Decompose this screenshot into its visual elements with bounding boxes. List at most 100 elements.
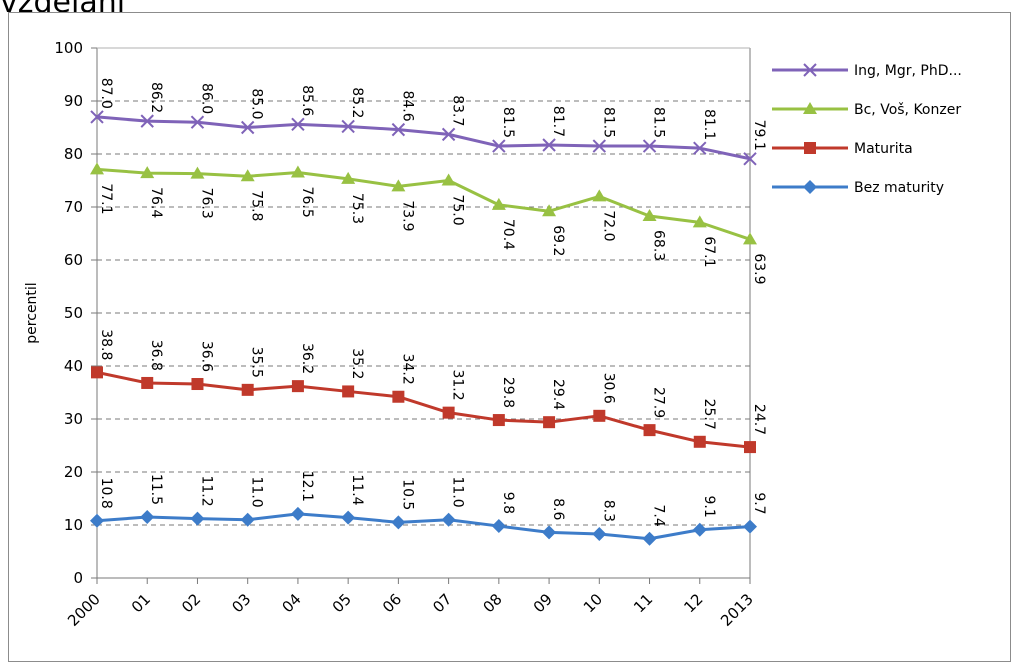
legend-label: Bc, Voš, Konzer xyxy=(854,102,961,118)
legend-item: Ing, Mgr, PhD... xyxy=(772,63,962,79)
legend-item: Maturita xyxy=(772,141,913,157)
x-marker-stroke xyxy=(341,119,355,134)
x-marker-stroke xyxy=(240,120,255,135)
data-label: 69.2 xyxy=(550,225,566,256)
x-marker xyxy=(542,138,556,152)
data-label: 12.1 xyxy=(299,471,315,502)
data-label: 36.8 xyxy=(148,340,164,371)
x-marker xyxy=(140,114,154,128)
x-marker xyxy=(803,63,817,77)
square-marker xyxy=(291,380,304,393)
data-label: 77.1 xyxy=(98,183,114,214)
data-label: 81.1 xyxy=(701,109,717,140)
data-label: 86.2 xyxy=(148,82,164,113)
data-label: 67.1 xyxy=(701,236,717,267)
series-ing-mgr-phd: 87.0 86.2 86.0 85.0 85.6 85.2 84.6 83.7 81.5 81.7… xyxy=(90,78,767,166)
x-marker-stroke xyxy=(190,115,205,129)
data-label: 76.5 xyxy=(299,187,315,218)
data-label: 34.2 xyxy=(399,354,415,385)
data-label: 35.2 xyxy=(349,348,365,379)
diamond-marker xyxy=(491,519,506,534)
data-label: 36.6 xyxy=(198,341,214,372)
x-tick-label: 04 xyxy=(279,590,305,616)
square-marker xyxy=(442,406,455,419)
legend-label: Maturita xyxy=(854,141,913,157)
x-tick-label: 12 xyxy=(680,590,706,616)
data-label: 86.0 xyxy=(198,83,214,114)
diamond-marker xyxy=(391,515,406,530)
x-marker-stroke xyxy=(642,139,657,153)
data-label: 11.2 xyxy=(198,475,214,506)
x-marker-stroke xyxy=(743,152,757,166)
chart-frame xyxy=(8,12,1011,662)
y-tick-label: 30 xyxy=(64,410,83,428)
square-marker xyxy=(191,378,204,391)
data-label: 68.3 xyxy=(651,230,667,261)
triangle-marker xyxy=(290,165,305,178)
x-marker xyxy=(592,139,607,153)
data-label: 10.5 xyxy=(399,479,415,510)
triangle-marker xyxy=(240,169,255,182)
square-marker xyxy=(744,441,756,454)
data-label: 11.5 xyxy=(148,474,164,505)
data-label: 81.5 xyxy=(500,107,516,138)
data-label: 63.9 xyxy=(751,253,767,284)
data-label: 75.3 xyxy=(349,193,365,224)
data-label: 9.1 xyxy=(701,496,717,518)
square-marker xyxy=(241,383,254,396)
y-tick-label: 40 xyxy=(64,357,83,375)
diamond-marker xyxy=(542,525,557,540)
square-marker xyxy=(643,424,656,437)
triangle-marker xyxy=(592,189,607,202)
x-marker-stroke xyxy=(140,114,154,128)
data-label: 9.8 xyxy=(500,492,516,514)
triangle-marker xyxy=(692,215,707,228)
x-tick-label: 01 xyxy=(128,590,154,616)
triangle-marker xyxy=(803,102,817,114)
diamond-marker xyxy=(341,510,356,525)
data-label: 75.0 xyxy=(450,195,466,226)
square-marker xyxy=(91,366,103,379)
y-tick-label: 90 xyxy=(64,92,83,110)
square-marker xyxy=(342,385,355,398)
y-tick-label: 70 xyxy=(64,198,83,216)
y-tick-label: 60 xyxy=(64,251,83,269)
triangle-marker xyxy=(190,166,205,179)
x-tick-label: 2000 xyxy=(64,590,104,630)
y-tick-label: 80 xyxy=(64,145,83,163)
data-label: 85.2 xyxy=(349,87,365,118)
triangle-marker xyxy=(90,162,104,175)
data-label: 7.4 xyxy=(651,505,667,527)
data-label: 10.8 xyxy=(98,478,114,509)
data-label: 29.4 xyxy=(550,379,566,410)
legend-item: Bc, Voš, Konzer xyxy=(772,102,961,118)
data-label: 24.7 xyxy=(751,404,767,435)
y-tick-label: 10 xyxy=(64,516,83,534)
y-axis-label: percentil xyxy=(24,282,40,343)
data-label: 70.4 xyxy=(500,219,516,250)
x-tick-label: 02 xyxy=(178,590,204,616)
diamond-marker xyxy=(642,531,657,546)
data-label: 35.5 xyxy=(249,347,265,378)
data-label: 11.0 xyxy=(249,477,265,508)
series-maturita: 38.8 36.8 36.6 35.5 36.2 35.2 34.2 31.2 29.8 29.4… xyxy=(91,329,767,454)
data-label: 8.3 xyxy=(600,500,616,522)
series-line xyxy=(96,370,751,449)
series-line xyxy=(96,512,751,541)
x-marker-stroke xyxy=(441,127,456,142)
diamond-marker xyxy=(290,506,305,521)
y-tick-label: 50 xyxy=(64,304,83,322)
x-tick-label: 10 xyxy=(580,590,606,616)
x-marker xyxy=(240,120,255,135)
x-marker-stroke xyxy=(693,141,707,155)
legend-label: Ing, Mgr, PhD... xyxy=(854,63,962,79)
y-tick-label: 20 xyxy=(64,463,83,481)
square-marker xyxy=(593,409,606,422)
square-marker xyxy=(492,414,505,427)
data-label: 9.7 xyxy=(751,492,767,514)
series-line xyxy=(96,115,751,161)
data-label: 85.0 xyxy=(249,88,265,119)
x-marker-stroke xyxy=(90,110,104,124)
data-label: 84.6 xyxy=(399,90,415,121)
